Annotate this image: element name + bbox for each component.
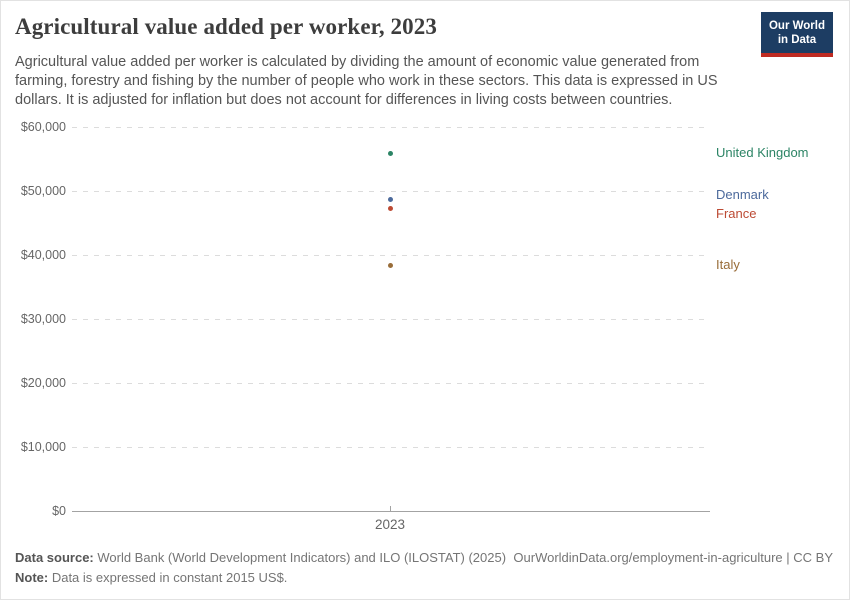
data-source-text: Data source: World Bank (World Developme… <box>15 550 507 565</box>
y-tick-label: $10,000 <box>20 440 66 454</box>
y-tick-label: $50,000 <box>20 184 66 198</box>
gridline <box>72 383 710 384</box>
owid-logo-line2: in Data <box>777 34 817 47</box>
note-label: Note: <box>15 570 49 586</box>
chart-subtitle: Agricultural value added per worker is c… <box>15 54 718 109</box>
owid-logo[interactable]: Our World in Data <box>760 12 833 57</box>
chart-footer: Data source: World Bank (World Developme… <box>15 548 833 588</box>
data-point-france[interactable] <box>387 205 393 211</box>
series-label-united-kingdom[interactable]: United Kingdom <box>716 145 809 161</box>
x-tick-label: 2023 <box>374 517 406 532</box>
gridline <box>72 127 710 128</box>
y-tick-label: $20,000 <box>20 376 66 390</box>
data-source-label: Data source: <box>15 550 94 565</box>
gridline <box>72 319 710 320</box>
y-tick-label: $60,000 <box>20 120 66 134</box>
gridline <box>72 447 710 448</box>
note-text: Note: Data is expressed in constant 2015… <box>15 570 288 586</box>
gridline <box>72 191 710 192</box>
y-tick-label: $30,000 <box>20 312 66 326</box>
series-label-france[interactable]: France <box>716 206 757 222</box>
x-axis-tick <box>390 506 391 511</box>
y-tick-label: $40,000 <box>20 248 66 262</box>
owid-logo-line1: Our World <box>768 20 825 32</box>
gridline <box>72 255 710 256</box>
data-point-denmark[interactable] <box>387 196 393 202</box>
series-label-italy[interactable]: Italy <box>716 257 740 273</box>
data-point-italy[interactable] <box>387 262 393 268</box>
page-title: Agricultural value added per worker, 202… <box>15 14 437 39</box>
data-point-united-kingdom[interactable] <box>387 150 393 156</box>
owid-url-link[interactable]: OurWorldinData.org/employment-in-agricul… <box>513 550 833 565</box>
y-tick-label: $0 <box>52 504 66 518</box>
series-label-denmark[interactable]: Denmark <box>716 187 769 202</box>
x-axis-line <box>72 511 710 512</box>
